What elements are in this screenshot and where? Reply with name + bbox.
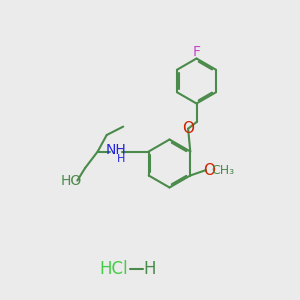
- Text: O: O: [182, 121, 194, 136]
- Text: CH₃: CH₃: [211, 164, 234, 177]
- Text: HCl: HCl: [100, 260, 128, 278]
- Text: HO: HO: [61, 174, 82, 188]
- Text: H: H: [117, 154, 125, 164]
- Text: F: F: [193, 45, 200, 59]
- Text: O: O: [203, 163, 215, 178]
- Text: NH: NH: [105, 143, 126, 157]
- Text: H: H: [143, 260, 156, 278]
